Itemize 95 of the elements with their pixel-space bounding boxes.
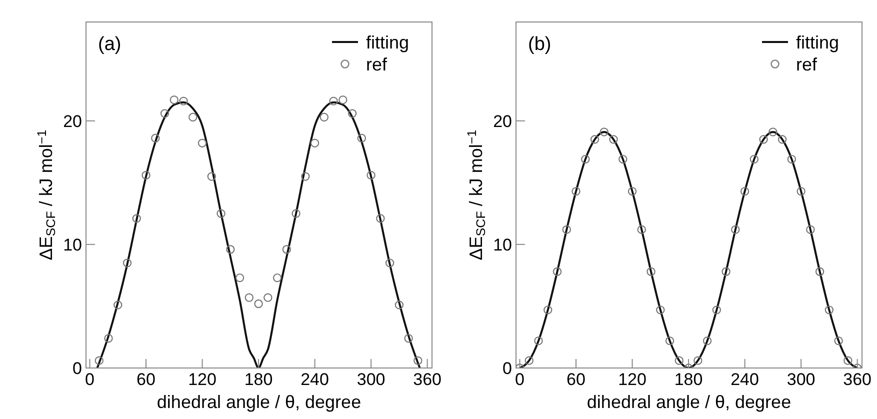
point [207, 172, 216, 181]
point [562, 225, 571, 234]
point [824, 306, 834, 314]
point [656, 306, 665, 314]
point [264, 293, 272, 302]
point [329, 96, 338, 106]
point [590, 135, 600, 144]
point [179, 96, 188, 106]
point [806, 225, 815, 234]
x-tick-label: 360 [843, 370, 872, 389]
x-tick-label: 300 [786, 370, 816, 389]
point [292, 209, 300, 218]
point [534, 336, 543, 346]
y-tick-label: 10 [63, 235, 82, 254]
point [552, 267, 562, 276]
point [750, 154, 759, 164]
x-tick-label: 60 [566, 370, 586, 389]
point [722, 267, 730, 276]
point [404, 334, 413, 343]
x-tick-label: 180 [244, 370, 273, 389]
y-tick-label: 20 [493, 112, 512, 131]
point [216, 209, 226, 218]
point [198, 138, 207, 148]
point [132, 214, 141, 223]
point [394, 300, 404, 310]
point [768, 128, 778, 136]
point [712, 306, 722, 314]
point [646, 267, 656, 276]
point [122, 258, 132, 268]
text: (b) [528, 34, 552, 55]
point [348, 109, 357, 118]
x-tick-label: 120 [188, 370, 216, 389]
x-axis-title: dihedral angle / θ, degree [586, 392, 792, 412]
point [272, 273, 282, 282]
text: (a) [98, 34, 122, 55]
x-axis-title: dihedral angle / θ, degree [156, 392, 362, 412]
point [188, 112, 198, 122]
point [844, 356, 852, 365]
point [235, 273, 244, 282]
point [674, 356, 684, 365]
x-tick-label: 360 [413, 370, 442, 389]
point [787, 154, 796, 164]
point [740, 186, 750, 196]
x-tick-label: 300 [356, 370, 386, 389]
point [376, 214, 385, 223]
legend-label: ref [366, 54, 388, 74]
point [731, 225, 740, 234]
point [114, 300, 122, 310]
point [609, 135, 618, 144]
point [618, 154, 628, 164]
point [414, 356, 422, 365]
point [572, 186, 580, 196]
point [385, 258, 394, 268]
x-tick-label: 240 [730, 370, 759, 389]
x-tick-label: 240 [300, 370, 329, 389]
point [170, 96, 178, 104]
point [628, 186, 637, 196]
point [366, 170, 376, 180]
point [338, 96, 348, 104]
point [694, 356, 702, 365]
point [524, 356, 534, 365]
point [151, 134, 160, 143]
point [104, 334, 113, 343]
point [665, 336, 674, 346]
point [282, 245, 292, 254]
point [160, 109, 170, 118]
legend-label: fitting [796, 32, 840, 52]
legend-label: ref [796, 54, 818, 74]
point [544, 306, 552, 314]
point [834, 336, 843, 346]
point [357, 134, 366, 143]
point [637, 225, 646, 234]
point [581, 154, 590, 164]
point [702, 336, 712, 346]
y-tick-label: 20 [63, 112, 82, 131]
point [226, 245, 235, 254]
point [815, 267, 824, 276]
x-tick-label: 60 [136, 370, 156, 389]
point [796, 186, 806, 196]
point [244, 293, 254, 302]
x-tick-label: 120 [618, 370, 646, 389]
legend-label: fitting [366, 32, 410, 52]
point [759, 135, 768, 144]
x-tick-label: 0 [85, 370, 94, 389]
point [94, 356, 104, 365]
x-tick-label: 180 [674, 370, 703, 389]
y-tick-label: 10 [493, 235, 512, 254]
point [310, 138, 320, 148]
point [778, 135, 787, 144]
x-tick-label: 0 [515, 370, 524, 389]
point [254, 299, 263, 308]
point [142, 170, 150, 180]
point [320, 112, 329, 122]
point [600, 128, 608, 136]
point [301, 172, 310, 181]
